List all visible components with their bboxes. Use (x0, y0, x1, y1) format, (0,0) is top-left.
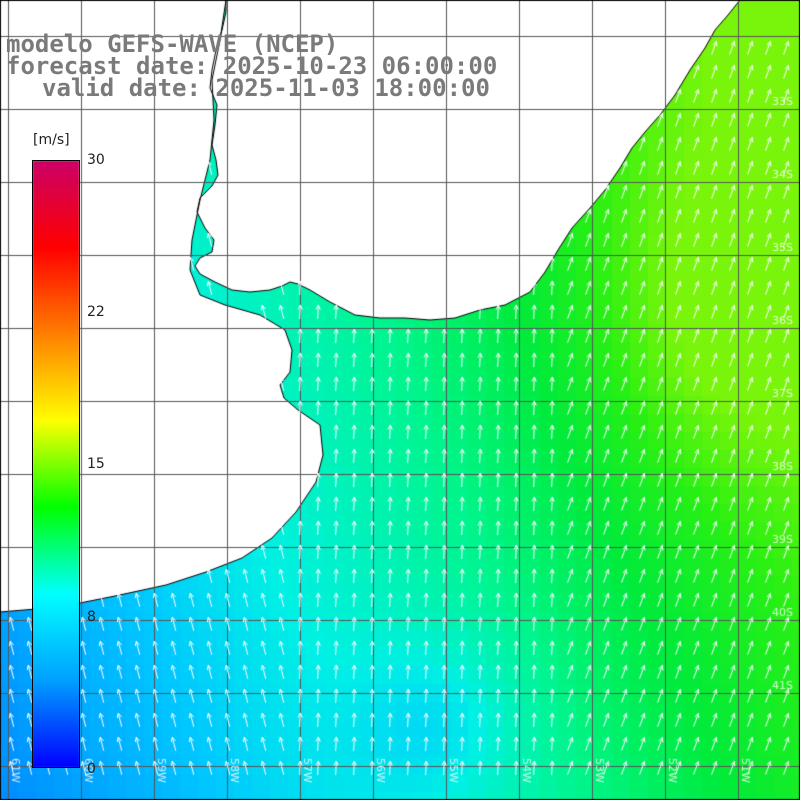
valid-date: valid date: 2025-11-03 18:00:00 (42, 74, 490, 102)
colorbar-tick-30: 30 (87, 152, 105, 168)
colorbar-unit: [m/s] (33, 132, 70, 148)
colorbar-tick-15: 15 (87, 456, 105, 472)
colorbar-tick-0: 0 (87, 761, 96, 777)
model-title: modelo GEFS-WAVE (NCEP) (6, 30, 339, 58)
forecast-date: forecast date: 2025-10-23 06:00:00 (6, 52, 498, 80)
colorbar (32, 160, 80, 768)
colorbar-tick-8: 8 (87, 609, 96, 625)
colorbar-tick-22: 22 (87, 304, 105, 320)
